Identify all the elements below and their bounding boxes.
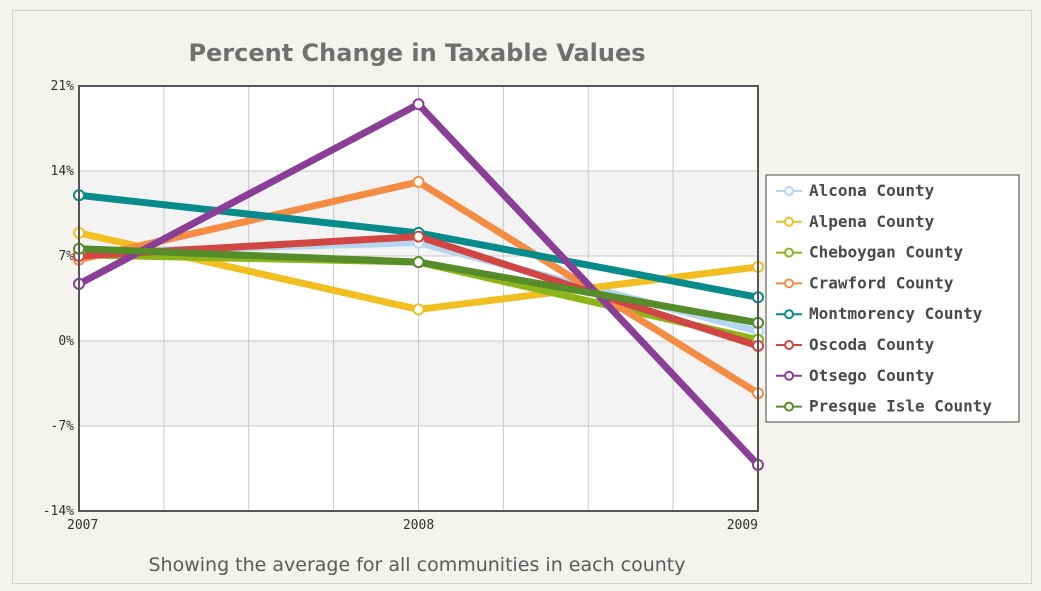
x-tick-label: 2008 [403, 518, 434, 533]
y-axis-ticks: 21% 14% 7% 0% -7% -14% [43, 79, 74, 519]
legend-label: Presque Isle County [809, 397, 992, 416]
chart-subtitle: Showing the average for all communities … [148, 554, 685, 576]
legend-marker [784, 401, 794, 412]
legend-label: Alcona County [809, 181, 935, 200]
legend-marker [784, 216, 794, 227]
data-point [412, 230, 425, 243]
legend-label: Crawford County [809, 273, 954, 292]
x-tick-label: 2009 [727, 518, 758, 533]
y-tick-label: 0% [58, 334, 74, 349]
legend-marker [784, 340, 794, 350]
chart-panel: Percent Change in Taxable Values 21% 14% 7… [12, 10, 1032, 584]
y-tick-label: 14% [51, 164, 75, 179]
legend-label: Cheboygan County [809, 243, 963, 262]
plot-frame [78, 85, 759, 512]
legend-label: Montmorency County [809, 304, 983, 323]
x-tick-label: 2007 [67, 518, 98, 533]
data-point [412, 98, 425, 111]
y-tick-label: -7% [51, 419, 75, 434]
y-tick-label: 7% [58, 249, 74, 264]
legend-marker [784, 247, 794, 258]
legend-marker [784, 370, 794, 381]
y-tick-label: 21% [51, 79, 75, 94]
y-tick-label: -14% [43, 504, 74, 519]
data-point [412, 303, 425, 316]
data-point [412, 175, 425, 188]
line-chart: Percent Change in Taxable Values 21% 14% 7… [43, 39, 1020, 576]
legend-marker [784, 309, 794, 320]
legend-label: Alpena County [809, 212, 935, 231]
legend-label: Oscoda County [809, 335, 935, 354]
data-point [412, 256, 425, 269]
chart-title: Percent Change in Taxable Values [188, 39, 645, 67]
x-axis-ticks: 2007 2008 2009 [67, 518, 758, 533]
legend-label: Otsego County [809, 366, 935, 385]
legend: Alcona County Alpena County Cheboygan Coun… [765, 174, 1020, 423]
legend-box [765, 174, 1020, 423]
legend-marker [784, 186, 794, 196]
legend-marker [784, 278, 794, 289]
